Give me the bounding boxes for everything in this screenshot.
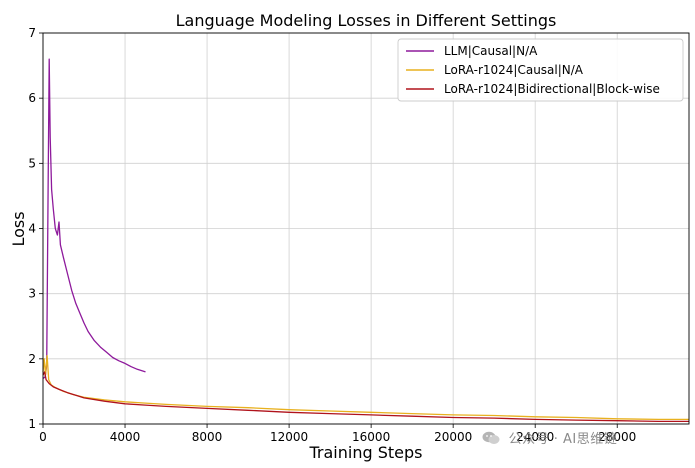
x-tick-label: 16000: [352, 430, 390, 444]
x-tick-label: 8000: [192, 430, 223, 444]
series-line-1: [42, 354, 689, 421]
series-line-0: [42, 58, 146, 379]
watermark-text: 公众号 · AI思维链: [508, 432, 618, 447]
x-tick-label: 28000: [598, 430, 636, 444]
y-axis-title: Loss: [9, 211, 28, 246]
watermark: 公众号 · AI思维链: [482, 428, 617, 447]
y-tick-label: 5: [28, 156, 36, 170]
x-tick-label: 12000: [270, 430, 308, 444]
y-tick-label: 6: [28, 91, 36, 105]
y-tick-label: 4: [28, 222, 36, 236]
x-tick-label: 0: [39, 430, 47, 444]
legend-box: [397, 38, 684, 102]
x-tick-label: 20000: [434, 430, 472, 444]
legend-label: LoRA-r1024|Causal|N/A: [444, 63, 584, 77]
chart-title: Language Modeling Losses in Different Se…: [176, 11, 557, 30]
legend-label: LoRA-r1024|Bidirectional|Block-wise: [444, 82, 660, 96]
x-axis-title: Training Steps: [309, 443, 423, 462]
wechat-icon: [482, 431, 500, 444]
x-tick-label: 4000: [110, 430, 141, 444]
y-tick-label: 2: [28, 352, 36, 366]
series-line-2: [42, 371, 689, 423]
legend-label: LLM|Causal|N/A: [444, 44, 538, 58]
y-tick-label: 3: [28, 287, 36, 301]
y-tick-label: 7: [28, 26, 36, 40]
legend: LLM|Causal|N/A LoRA-r1024|Causal|N/A LoRA-…: [397, 38, 684, 102]
x-tick-label: 24000: [516, 430, 554, 444]
y-tick-label: 1: [28, 417, 36, 431]
